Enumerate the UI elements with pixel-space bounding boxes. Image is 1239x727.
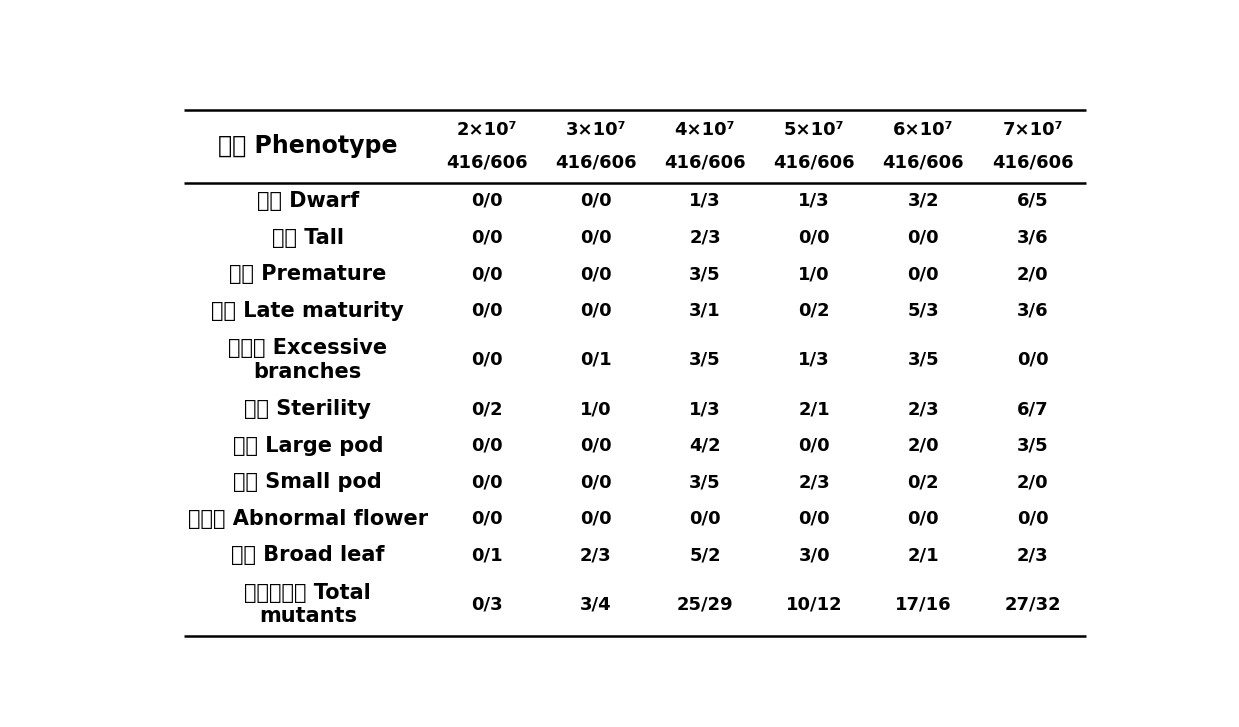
Text: 2/0: 2/0 [1017,265,1048,283]
Text: 0/0: 0/0 [1017,510,1048,528]
Text: 3/0: 3/0 [798,547,830,564]
Text: 1/3: 1/3 [689,401,721,418]
Text: 不育 Sterility: 不育 Sterility [244,399,372,419]
Text: 2/1: 2/1 [907,547,939,564]
Text: 2/3: 2/3 [1017,547,1048,564]
Text: 晚熟 Late maturity: 晚熟 Late maturity [212,300,404,321]
Text: 0/0: 0/0 [471,473,502,491]
Text: 0/0: 0/0 [907,265,939,283]
Text: 0/0: 0/0 [689,510,721,528]
Text: 416/606: 416/606 [991,153,1073,172]
Text: 10/12: 10/12 [786,595,843,614]
Text: 0/2: 0/2 [798,302,830,320]
Text: 0/0: 0/0 [798,510,830,528]
Text: 矮秵 Dwarf: 矮秵 Dwarf [256,191,359,211]
Text: 多分枝 Excessive
branches: 多分枝 Excessive branches [228,338,388,382]
Text: 1/0: 1/0 [580,401,612,418]
Text: 1/0: 1/0 [798,265,830,283]
Text: 0/2: 0/2 [907,473,939,491]
Text: 0/0: 0/0 [471,510,502,528]
Text: 0/0: 0/0 [471,437,502,455]
Text: 大果 Large pod: 大果 Large pod [233,435,383,456]
Text: 3/5: 3/5 [689,351,721,369]
Text: 416/606: 416/606 [773,153,855,172]
Text: 2/3: 2/3 [580,547,612,564]
Text: 0/0: 0/0 [907,510,939,528]
Text: 3/6: 3/6 [1017,302,1048,320]
Text: 2/3: 2/3 [907,401,939,418]
Text: 4×10⁷: 4×10⁷ [674,121,735,139]
Text: 0/2: 0/2 [471,401,502,418]
Text: 0/1: 0/1 [471,547,502,564]
Text: 2/3: 2/3 [689,228,721,246]
Text: 5/2: 5/2 [689,547,721,564]
Text: 5×10⁷: 5×10⁷ [784,121,845,139]
Text: 2/1: 2/1 [798,401,830,418]
Text: 1/3: 1/3 [798,192,830,210]
Text: 2×10⁷: 2×10⁷ [456,121,517,139]
Text: 2/0: 2/0 [907,437,939,455]
Text: 3/4: 3/4 [580,595,612,614]
Text: 0/0: 0/0 [580,510,612,528]
Text: 花异常 Abnormal flower: 花异常 Abnormal flower [188,509,427,529]
Text: 表型 Phenotype: 表型 Phenotype [218,134,398,158]
Text: 0/3: 0/3 [471,595,502,614]
Text: 0/0: 0/0 [580,265,612,283]
Text: 6/5: 6/5 [1017,192,1048,210]
Text: 0/0: 0/0 [580,473,612,491]
Text: 3×10⁷: 3×10⁷ [565,121,626,139]
Text: 2/3: 2/3 [798,473,830,491]
Text: 3/2: 3/2 [907,192,939,210]
Text: 0/0: 0/0 [580,302,612,320]
Text: 416/606: 416/606 [446,153,528,172]
Text: 早熟 Premature: 早熟 Premature [229,264,387,284]
Text: 0/0: 0/0 [907,228,939,246]
Text: 0/0: 0/0 [1017,351,1048,369]
Text: 0/0: 0/0 [471,265,502,283]
Text: 0/0: 0/0 [580,437,612,455]
Text: 4/2: 4/2 [689,437,721,455]
Text: 突变体总数 Total
mutants: 突变体总数 Total mutants [244,583,372,627]
Text: 3/5: 3/5 [689,265,721,283]
Text: 3/6: 3/6 [1017,228,1048,246]
Text: 6×10⁷: 6×10⁷ [893,121,954,139]
Text: 1/3: 1/3 [798,351,830,369]
Text: 0/0: 0/0 [798,228,830,246]
Text: 0/0: 0/0 [471,228,502,246]
Text: 2/0: 2/0 [1017,473,1048,491]
Text: 小果 Small pod: 小果 Small pod [233,473,382,492]
Text: 0/1: 0/1 [580,351,612,369]
Text: 3/5: 3/5 [1017,437,1048,455]
Text: 0/0: 0/0 [471,351,502,369]
Text: 0/0: 0/0 [471,302,502,320]
Text: 0/0: 0/0 [798,437,830,455]
Text: 6/7: 6/7 [1017,401,1048,418]
Text: 416/606: 416/606 [882,153,964,172]
Text: 1/3: 1/3 [689,192,721,210]
Text: 3/1: 3/1 [689,302,721,320]
Text: 3/5: 3/5 [689,473,721,491]
Text: 416/606: 416/606 [555,153,637,172]
Text: 17/16: 17/16 [895,595,952,614]
Text: 416/606: 416/606 [664,153,746,172]
Text: 0/0: 0/0 [471,192,502,210]
Text: 0/0: 0/0 [580,228,612,246]
Text: 25/29: 25/29 [676,595,733,614]
Text: 3/5: 3/5 [907,351,939,369]
Text: 大叶 Broad leaf: 大叶 Broad leaf [230,545,384,566]
Text: 5/3: 5/3 [907,302,939,320]
Text: 27/32: 27/32 [1005,595,1061,614]
Text: 0/0: 0/0 [580,192,612,210]
Text: 高秵 Tall: 高秵 Tall [271,228,343,247]
Text: 7×10⁷: 7×10⁷ [1002,121,1063,139]
